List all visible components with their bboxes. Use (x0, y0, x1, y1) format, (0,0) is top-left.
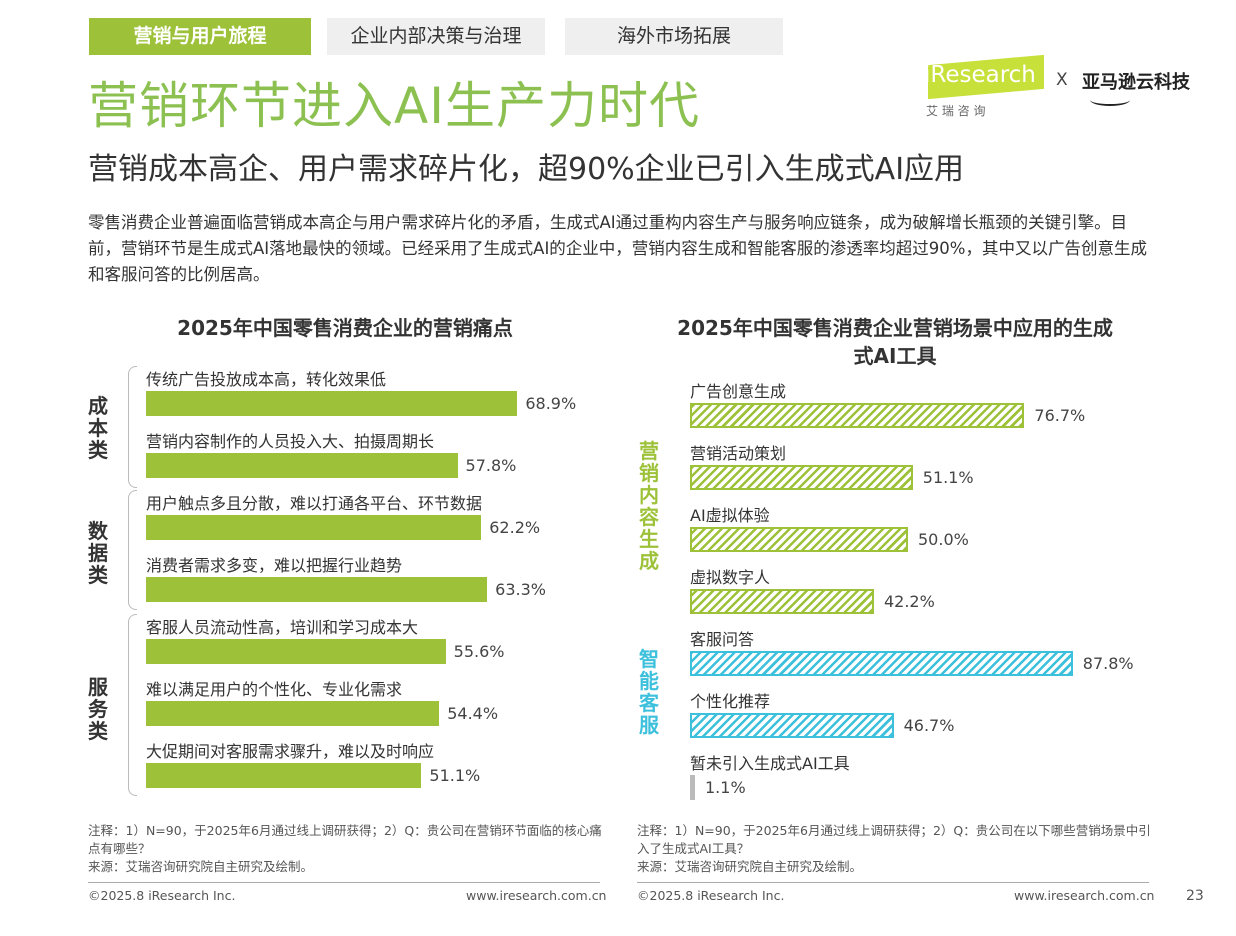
data-label: 1.1% (705, 778, 746, 797)
right-chart-title: 2025年中国零售消费企业营销场景中应用的生成式AI工具 (677, 316, 1113, 368)
bar (146, 701, 440, 726)
data-label: 57.8% (465, 456, 517, 475)
bar-label: 消费者需求多变，难以把握行业趋势 (146, 556, 403, 575)
group-label: 数据类 (88, 519, 108, 587)
bar-label: 传统广告投放成本高，转化效果低 (146, 370, 387, 389)
body-text: 零售消费企业普遍面临营销成本高企与用户需求碎片化的矛盾，生成式AI通过重构内容生… (88, 213, 1147, 284)
bar (690, 527, 908, 552)
right-source: 来源：艾瑞咨询研究院自主研究及绘制。 (637, 859, 863, 874)
data-label: 68.9% (525, 394, 577, 413)
bar (146, 453, 458, 478)
data-label: 55.6% (453, 642, 505, 661)
data-label: 51.1% (922, 468, 974, 487)
tab-overseas[interactable]: 海外市场拓展 (565, 18, 783, 55)
data-label: 87.8% (1082, 654, 1134, 673)
tab-marketing[interactable]: 营销与用户旅程 (89, 18, 311, 55)
bar (690, 403, 1025, 428)
bar-label: 大促期间对客服需求骤升，难以及时响应 (146, 742, 435, 761)
data-label: 63.3% (495, 580, 546, 599)
left-chart-title: 2025年中国零售消费企业的营销痛点 (177, 316, 513, 340)
bar (146, 391, 518, 416)
bar-label: 虚拟数字人 (690, 568, 771, 587)
partner-logo: 亚马逊云科技 (1082, 72, 1190, 93)
footer-copyright-left: ©2025.8 iResearch Inc. (88, 888, 236, 903)
right-note: 注释：1）N=90，于2025年6月通过线上调研获得；2）Q：贵公司在以下哪些营… (637, 823, 1151, 856)
bar (690, 589, 874, 614)
bar (690, 775, 695, 800)
page-title: 营销环节进入AI生产力时代 (88, 77, 700, 135)
partner-logo-smile (1090, 94, 1130, 106)
data-label: 46.7% (903, 716, 955, 735)
group-label: 服务类 (88, 675, 108, 743)
group-bracket (128, 614, 137, 796)
group-bracket (128, 490, 137, 610)
footer-url-left[interactable]: www.iresearch.com.cn (466, 888, 607, 903)
bar-label: 难以满足用户的个性化、专业化需求 (146, 680, 403, 699)
data-label: 50.0% (918, 530, 969, 549)
footer-copyright-right: ©2025.8 iResearch Inc. (637, 888, 785, 903)
page-subtitle: 营销成本高企、用户需求碎片化，超90%企业已引入生成式AI应用 (88, 152, 965, 187)
left-source: 来源：艾瑞咨询研究院自主研究及绘制。 (88, 859, 314, 874)
bar (146, 577, 488, 602)
bar-label: AI虚拟体验 (690, 506, 770, 525)
bar-label: 暂未引入生成式AI工具 (690, 754, 850, 773)
data-label: 51.1% (429, 766, 481, 785)
group-label: 智能客服 (639, 647, 659, 737)
data-label: 76.7% (1034, 406, 1086, 425)
group-bracket (128, 366, 137, 488)
bar (690, 713, 894, 738)
bar (690, 465, 913, 490)
tab-internal-governance[interactable]: 企业内部决策与治理 (327, 18, 545, 55)
bar (690, 651, 1073, 676)
bar-label: 营销活动策划 (690, 444, 787, 463)
page-number: 23 (1186, 888, 1204, 904)
data-label: 62.2% (489, 518, 541, 537)
group-label: 成本类 (88, 394, 108, 462)
left-footer-divider (88, 882, 600, 883)
bar-label: 广告创意生成 (690, 382, 787, 401)
logo-separator: X (1056, 70, 1068, 90)
bar-label: 用户触点多且分散，难以打通各平台、环节数据 (146, 494, 483, 513)
bar-label: 营销内容制作的人员投入大、拍摄周期长 (146, 432, 435, 451)
data-label: 42.2% (883, 592, 935, 611)
group-label: 营销内容生成 (639, 439, 659, 573)
bar (146, 639, 446, 664)
footer-url-right[interactable]: www.iresearch.com.cn (1014, 888, 1155, 903)
bar-label: 客服人员流动性高，培训和学习成本大 (146, 618, 419, 637)
bar (146, 763, 422, 788)
bar-label: 客服问答 (690, 630, 755, 649)
bar-label: 个性化推荐 (690, 692, 771, 711)
data-label: 54.4% (447, 704, 499, 723)
left-note: 注释：1）N=90，于2025年6月通过线上调研获得；2）Q：贵公司在营销环节面… (88, 823, 602, 856)
bar (146, 515, 482, 540)
right-footer-divider (637, 882, 1149, 883)
